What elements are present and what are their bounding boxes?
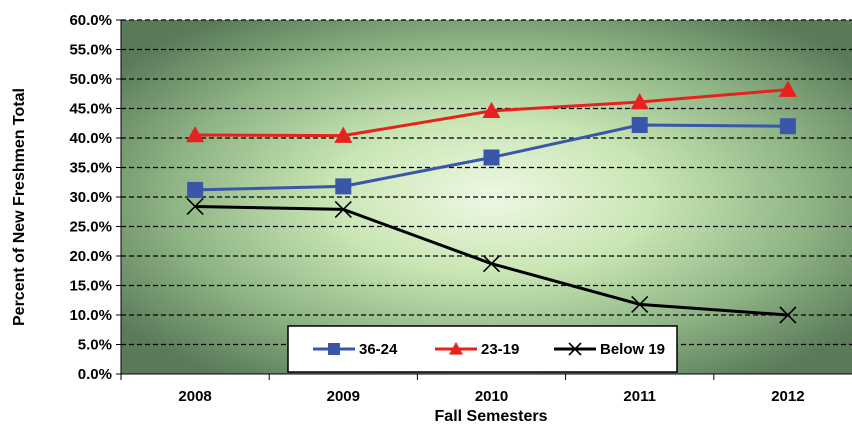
data-point-triangle (334, 126, 353, 143)
y-tick-label: 10.0% (69, 307, 112, 324)
series-group (186, 197, 797, 324)
y-axis-ticks: 0.0% 5.0% 10.0% 15.0% 20.0% 25.0% 30.0% 35.0% 40… (69, 12, 121, 383)
x-tick-label: 2008 (178, 388, 211, 405)
legend-item: 23-19 (435, 341, 519, 358)
series-group (186, 80, 797, 324)
data-point-triangle (186, 126, 205, 143)
data-point-x (334, 200, 352, 218)
x-tick-label: 2012 (771, 388, 804, 405)
data-point-square (328, 343, 340, 355)
y-tick-label: 30.0% (69, 189, 112, 206)
plot-area (121, 20, 852, 374)
y-tick-label: 50.0% (69, 71, 112, 88)
y-tick-label: 0.0% (78, 366, 112, 383)
y-tick-label: 45.0% (69, 101, 112, 118)
data-point-x (186, 197, 204, 216)
data-point-triangle (449, 342, 463, 355)
y-tick-label: 35.0% (69, 160, 112, 177)
y-tick-label: 5.0% (78, 337, 112, 354)
data-point-square (187, 181, 204, 198)
data-point-triangle (630, 93, 649, 110)
legend-item: 36-24 (313, 341, 398, 358)
series-group (187, 117, 796, 198)
data-point-triangle (778, 80, 797, 97)
x-tick-label: 2011 (623, 388, 656, 405)
x-axis-ticks: 2008 2009 2010 2011 2012 (120, 374, 805, 405)
data-point-x (482, 255, 501, 273)
y-tick-label: 60.0% (69, 12, 112, 29)
y-tick-label: 20.0% (69, 248, 112, 265)
legend-label: 36-24 (359, 341, 398, 358)
series-group (186, 80, 797, 143)
legend: 36-24 23-19 Below 19 (287, 325, 678, 373)
data-point-x (568, 342, 582, 356)
x-tick-label: 2009 (327, 388, 360, 405)
legend-label: Below 19 (600, 341, 665, 358)
x-tick-label: 2010 (475, 388, 508, 405)
data-point-x (779, 306, 797, 324)
legend-item: Below 19 (554, 341, 665, 358)
y-tick-label: 15.0% (69, 278, 112, 295)
y-axis-title: Percent of New Freshmen Total (11, 88, 28, 326)
data-point-square (779, 118, 796, 135)
y-tick-label: 40.0% (69, 130, 112, 147)
data-point-square (335, 178, 352, 195)
data-point-square (631, 117, 648, 134)
legend-entries: 36-24 23-19 Below 19 (313, 341, 665, 358)
y-tick-label: 55.0% (69, 42, 112, 59)
data-point-x (631, 295, 649, 313)
data-point-square (483, 149, 500, 166)
y-tick-label: 25.0% (69, 219, 112, 236)
x-axis-title: Fall Semesters (435, 408, 548, 425)
legend-label: 23-19 (481, 341, 519, 358)
data-point-triangle (482, 101, 501, 119)
